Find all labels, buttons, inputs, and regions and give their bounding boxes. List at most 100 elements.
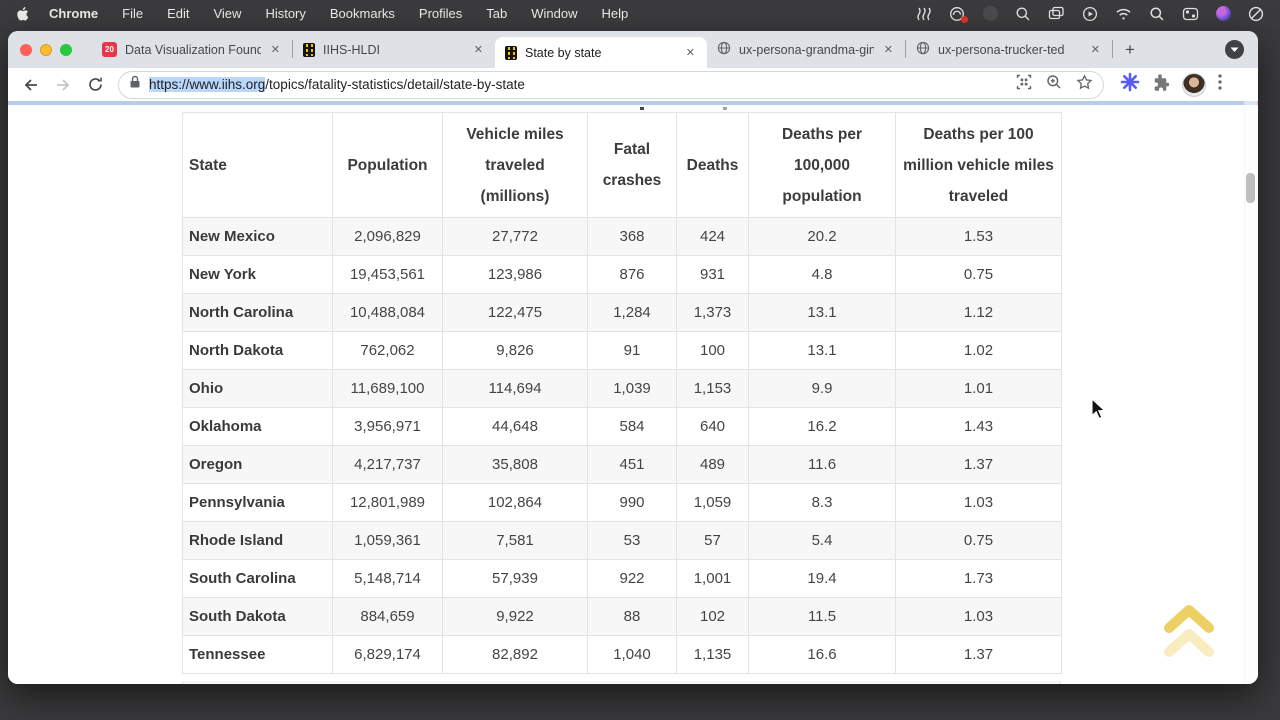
tab-state-by-state[interactable]: State by state ✕ (495, 37, 707, 68)
close-tab-icon[interactable]: ✕ (883, 44, 893, 56)
menu-view[interactable]: View (213, 6, 242, 21)
value-cell: 9,826 (442, 331, 588, 370)
value-cell: 102 (676, 597, 749, 636)
value-cell: 876 (587, 255, 677, 294)
value-cell: 88 (587, 597, 677, 636)
value-cell: 584 (587, 407, 677, 446)
clipped-heading-fragment (723, 107, 727, 110)
url-path-text[interactable]: /topics/fatality-statistics/detail/state… (265, 77, 525, 92)
value-cell: 640 (676, 407, 749, 446)
column-header: Deaths per 100 million vehicle miles tra… (895, 112, 1062, 218)
wifi-icon[interactable] (1115, 7, 1132, 21)
value-cell: 91 (587, 331, 677, 370)
colorful-app-icon[interactable] (1216, 6, 1231, 21)
close-tab-icon[interactable]: ✕ (473, 44, 483, 56)
tab-data-visualization[interactable]: 20 Data Visualization Founda ✕ (92, 31, 292, 68)
address-bar[interactable]: https://www.iihs.org/topics/fatality-sta… (118, 70, 1104, 99)
value-cell: 12,801,989 (332, 483, 443, 522)
value-cell: 990 (587, 483, 677, 522)
value-cell: 0.75 (895, 255, 1062, 294)
menu-help[interactable]: Help (601, 6, 629, 21)
menu-tab[interactable]: Tab (486, 6, 508, 21)
value-cell: 57,939 (442, 559, 588, 598)
globe-icon (916, 41, 930, 58)
reload-button[interactable] (82, 72, 108, 98)
tab-search-button[interactable] (1225, 40, 1244, 59)
value-cell: 6,829,174 (332, 635, 443, 674)
table-row: Oregon 4,217,737 35,808 451 489 11.6 1.37 (182, 445, 1062, 484)
zoom-in-icon[interactable] (1046, 74, 1062, 95)
menu-items: Chrome File Edit View History Bookmarks … (49, 6, 628, 21)
calendar-20-icon: 20 (102, 42, 117, 57)
value-cell: 931 (676, 255, 749, 294)
control-center-icon[interactable] (1182, 7, 1199, 21)
value-cell: 1.53 (895, 217, 1062, 256)
kebab-menu-icon[interactable] (1218, 74, 1222, 95)
do-not-disturb-icon[interactable] (1248, 6, 1264, 22)
tab-label: ux-persona-grandma-gin (739, 42, 874, 57)
dimmed-app-icon[interactable] (983, 6, 998, 21)
menu-profiles[interactable]: Profiles (418, 6, 463, 21)
value-cell: 1.12 (895, 293, 1062, 332)
fatality-table-wrap: State Population Vehicle miles traveled (m… (182, 112, 1062, 674)
value-cell: 2,096,829 (332, 217, 443, 256)
value-cell: 35,808 (442, 445, 588, 484)
close-tab-icon[interactable]: ✕ (685, 47, 695, 59)
forward-button[interactable] (50, 72, 76, 98)
value-cell: 1,373 (676, 293, 749, 332)
play-circle-icon[interactable] (1082, 6, 1098, 22)
stacked-windows-icon[interactable] (1048, 6, 1065, 21)
zoom-window-button[interactable] (60, 44, 72, 56)
table-row: North Dakota 762,062 9,826 91 100 13.1 1.02 (182, 331, 1062, 370)
new-tab-button[interactable]: + (1125, 39, 1135, 59)
menu-status-icons (916, 6, 1264, 23)
value-cell: 1.01 (895, 369, 1062, 408)
tab-ux-persona-trucker[interactable]: ux-persona-trucker-ted ✕ (906, 31, 1112, 68)
close-window-button[interactable] (20, 44, 32, 56)
mouse-cursor (1091, 397, 1109, 427)
extensions-puzzle-icon[interactable] (1152, 73, 1170, 96)
value-cell: 57 (676, 521, 749, 560)
spotlight-search-icon[interactable] (1149, 6, 1165, 22)
close-tab-icon[interactable]: ✕ (270, 44, 280, 56)
back-to-top-button[interactable] (1160, 599, 1218, 666)
apple-menu-icon[interactable] (16, 6, 29, 22)
menu-file[interactable]: File (122, 6, 144, 21)
column-header: Deaths per 100,000 population (748, 112, 896, 218)
tab-ux-persona-grandma[interactable]: ux-persona-grandma-gin ✕ (707, 31, 905, 68)
menu-edit[interactable]: Edit (167, 6, 190, 21)
value-cell: 19,453,561 (332, 255, 443, 294)
value-cell: 1,040 (587, 635, 677, 674)
profile-avatar[interactable] (1182, 72, 1206, 97)
close-tab-icon[interactable]: ✕ (1090, 44, 1100, 56)
value-cell: 762,062 (332, 331, 443, 370)
partial-next-row (182, 681, 1061, 684)
table-row: Oklahoma 3,956,971 44,648 584 640 16.2 1.43 (182, 407, 1062, 446)
extension-snowflake-icon[interactable] (1120, 72, 1140, 97)
macos-menu-bar: Chrome File Edit View History Bookmarks … (0, 0, 1280, 27)
qr-code-icon[interactable] (1016, 74, 1032, 95)
creative-cloud-icon[interactable] (949, 6, 968, 23)
value-cell: 102,864 (442, 483, 588, 522)
table-row: Pennsylvania 12,801,989 102,864 990 1,059 8.3… (182, 483, 1062, 522)
back-button[interactable] (18, 72, 44, 98)
value-cell: 114,694 (442, 369, 588, 408)
lock-icon[interactable] (129, 75, 141, 94)
url-selected-text[interactable]: https://www.iihs.org (149, 77, 266, 92)
url-text[interactable]: https://www.iihs.org/topics/fatality-sta… (149, 77, 1008, 92)
menu-history[interactable]: History (265, 6, 306, 21)
menu-window[interactable]: Window (531, 6, 578, 21)
value-cell: 1,059 (676, 483, 749, 522)
bookmark-star-icon[interactable] (1076, 74, 1093, 95)
browser-window: 20 Data Visualization Founda ✕ IIHS-HLDI… (8, 31, 1258, 684)
wavy-lines-icon[interactable] (916, 6, 932, 22)
minimize-window-button[interactable] (40, 44, 52, 56)
menu-chrome[interactable]: Chrome (49, 6, 99, 21)
zoom-app-icon[interactable] (1015, 6, 1031, 22)
tab-iihs-hldi[interactable]: IIHS-HLDI ✕ (293, 31, 495, 68)
scrollbar-thumb[interactable] (1246, 173, 1255, 203)
menu-bookmarks[interactable]: Bookmarks (329, 6, 395, 21)
value-cell: 1.73 (895, 559, 1062, 598)
value-cell: 922 (587, 559, 677, 598)
scrollbar-track[interactable] (1244, 101, 1257, 684)
